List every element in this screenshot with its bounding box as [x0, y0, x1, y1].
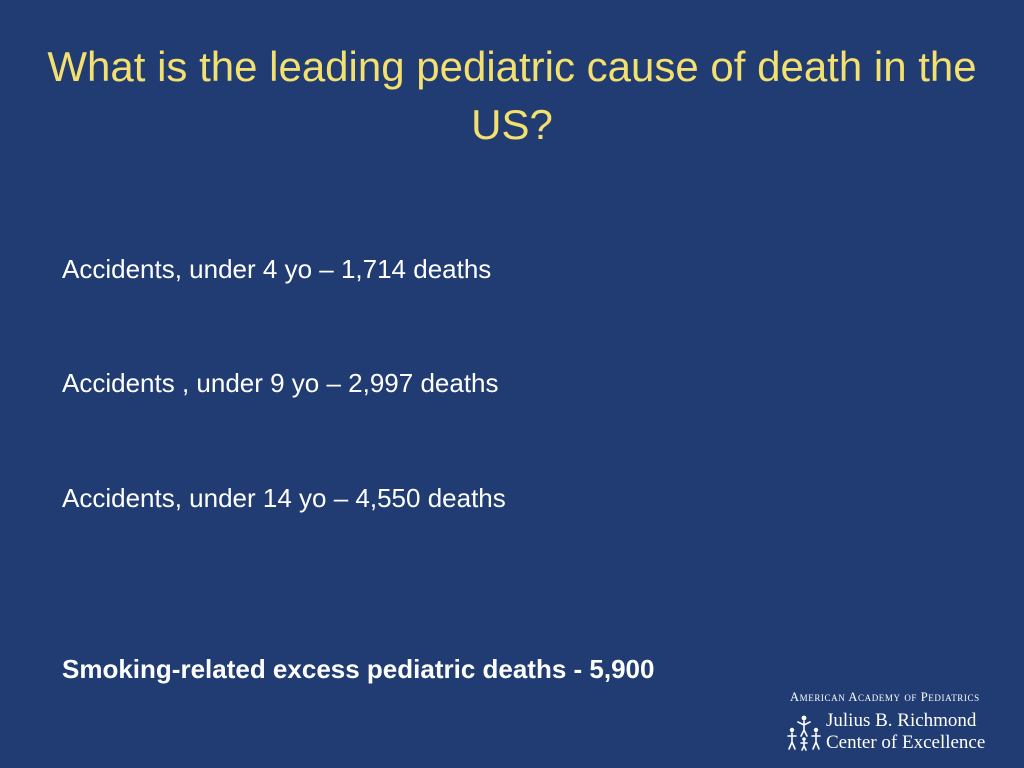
- stat-line-under-4: Accidents, under 4 yo – 1,714 deaths: [62, 254, 492, 284]
- slide-title: What is the leading pediatric cause of d…: [47, 43, 977, 148]
- family-figures-icon: [787, 715, 821, 751]
- stat-line-under-14: Accidents, under 14 yo – 4,550 deaths: [62, 483, 506, 513]
- aap-richmond-logo: American Academy of Pediatrics Julius B.…: [784, 690, 1004, 760]
- logo-subtitle: Center of Excellence: [826, 732, 986, 753]
- logo-name: Julius B. Richmond: [826, 710, 977, 731]
- smoking-deaths-highlight: Smoking-related excess pediatric deaths …: [62, 654, 655, 684]
- stat-line-under-9: Accidents , under 9 yo – 2,997 deaths: [62, 368, 499, 398]
- logo-organization: American Academy of Pediatrics: [790, 690, 980, 704]
